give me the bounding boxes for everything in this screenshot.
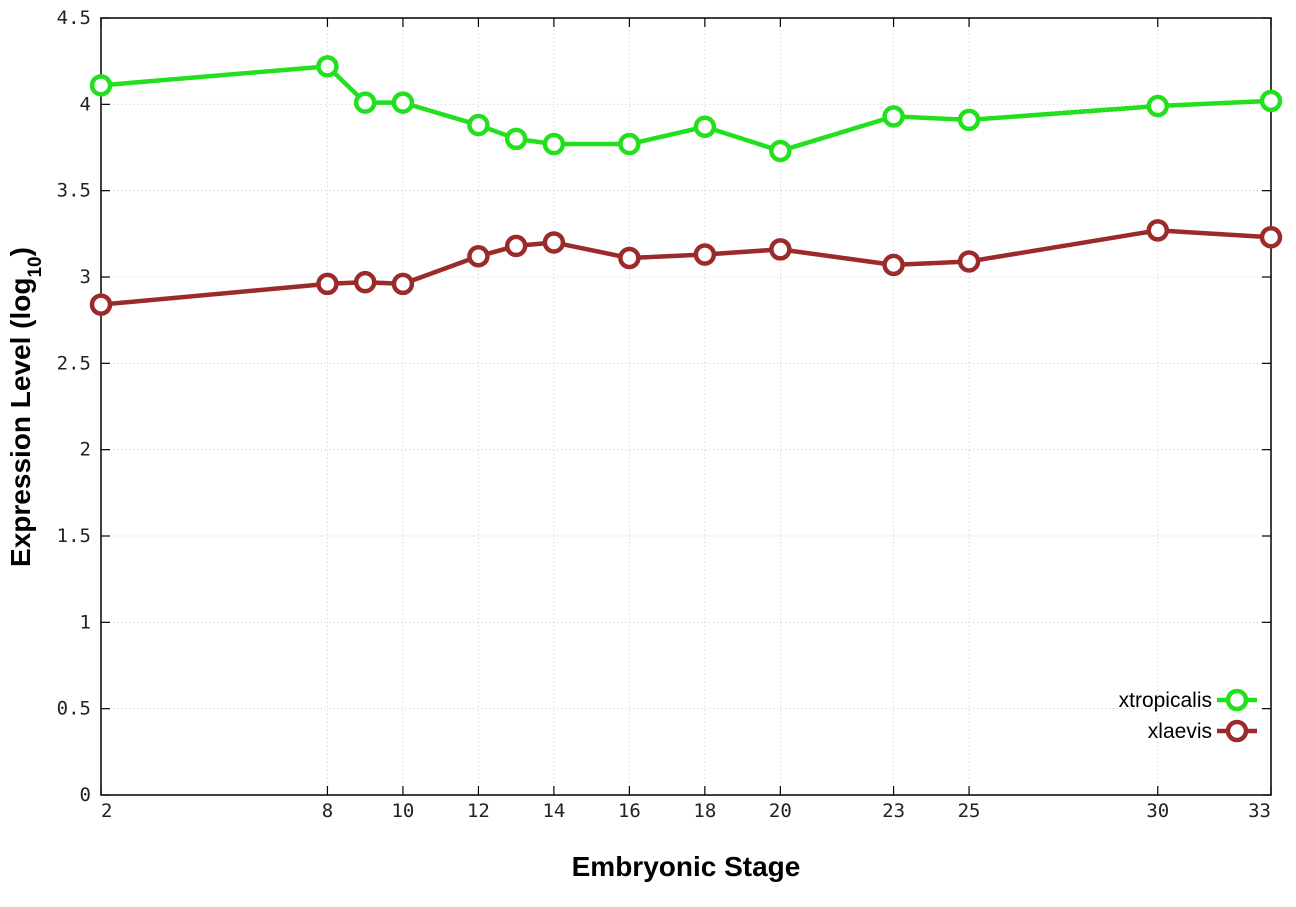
x-tick-label: 33 xyxy=(1248,800,1271,822)
axis-ticks: 0 0.5 1 1.5 2 2.5 3 3.5 4 4.5 2 8 10 12 14 16 18 20 23 25 30… xyxy=(57,7,1272,822)
data-point xyxy=(882,105,905,128)
y-axis-title-subscript: 10 xyxy=(25,256,46,277)
y-tick-label: 0.5 xyxy=(57,698,91,720)
series-xtropicalis xyxy=(89,55,1283,163)
data-point xyxy=(353,270,377,294)
legend-marker xyxy=(1225,688,1249,712)
data-point xyxy=(1146,94,1170,118)
y-tick-label: 0 xyxy=(80,784,91,806)
data-point xyxy=(467,113,490,137)
x-tick-label: 12 xyxy=(467,800,490,822)
x-tick-label: 8 xyxy=(322,800,333,822)
x-tick-label: 25 xyxy=(958,800,981,822)
legend-label: xlaevis xyxy=(1148,720,1212,743)
y-tick-label: 3 xyxy=(80,266,91,288)
data-point xyxy=(957,108,981,132)
data-point xyxy=(1259,226,1283,249)
data-point xyxy=(467,245,490,268)
series-line xyxy=(100,228,1272,307)
data-point xyxy=(353,91,377,114)
x-tick-label: 23 xyxy=(882,800,905,822)
x-tick-label: 2 xyxy=(101,800,112,822)
data-point xyxy=(693,115,717,139)
series-group xyxy=(89,55,1283,316)
data-point xyxy=(316,272,339,296)
data-point xyxy=(618,246,641,270)
x-tick-label: 10 xyxy=(391,800,414,822)
data-point xyxy=(504,234,528,258)
x-tick-label: 30 xyxy=(1146,800,1169,822)
y-tick-label: 3.5 xyxy=(57,180,91,202)
data-point xyxy=(957,250,981,273)
data-point xyxy=(769,238,792,261)
data-point xyxy=(391,91,415,114)
data-point xyxy=(542,132,566,156)
series-line xyxy=(100,64,1272,154)
legend-label: xtropicalis xyxy=(1119,689,1212,712)
legend-item-xlaevis: xlaevis xyxy=(1148,719,1257,743)
data-point xyxy=(504,127,528,151)
y-axis-title-close: ) xyxy=(5,247,36,256)
x-tick-label: 20 xyxy=(769,800,792,822)
y-tick-label: 1.5 xyxy=(57,525,91,547)
data-point xyxy=(542,231,566,254)
plot-frame xyxy=(100,17,1272,796)
grid xyxy=(101,18,1271,795)
y-tick-label: 2.5 xyxy=(57,352,91,374)
x-tick-label: 18 xyxy=(693,800,716,822)
y-axis-title: Expression Level (log10) xyxy=(5,247,46,567)
y-tick-label: 4.5 xyxy=(57,7,91,29)
data-point xyxy=(391,272,415,296)
data-point xyxy=(89,293,113,316)
y-tick-label: 1 xyxy=(80,611,91,633)
series-xlaevis xyxy=(89,219,1283,316)
data-point xyxy=(89,74,113,97)
data-point xyxy=(693,243,717,266)
data-point xyxy=(316,55,339,78)
data-point xyxy=(769,139,792,163)
x-axis-title: Embryonic Stage xyxy=(572,851,801,882)
data-point xyxy=(1259,89,1283,113)
legend-item-xtropicalis: xtropicalis xyxy=(1119,688,1257,712)
data-point xyxy=(618,132,641,156)
legend: xtropicalis xlaevis xyxy=(1119,688,1257,743)
data-point xyxy=(882,253,905,277)
legend-marker xyxy=(1225,719,1249,743)
x-tick-label: 16 xyxy=(618,800,641,822)
y-tick-label: 4 xyxy=(80,93,91,115)
x-tick-label: 14 xyxy=(542,800,565,822)
y-axis-title-main: Expression Level (log xyxy=(5,278,36,567)
data-point xyxy=(1146,219,1170,242)
y-tick-label: 2 xyxy=(80,439,91,461)
